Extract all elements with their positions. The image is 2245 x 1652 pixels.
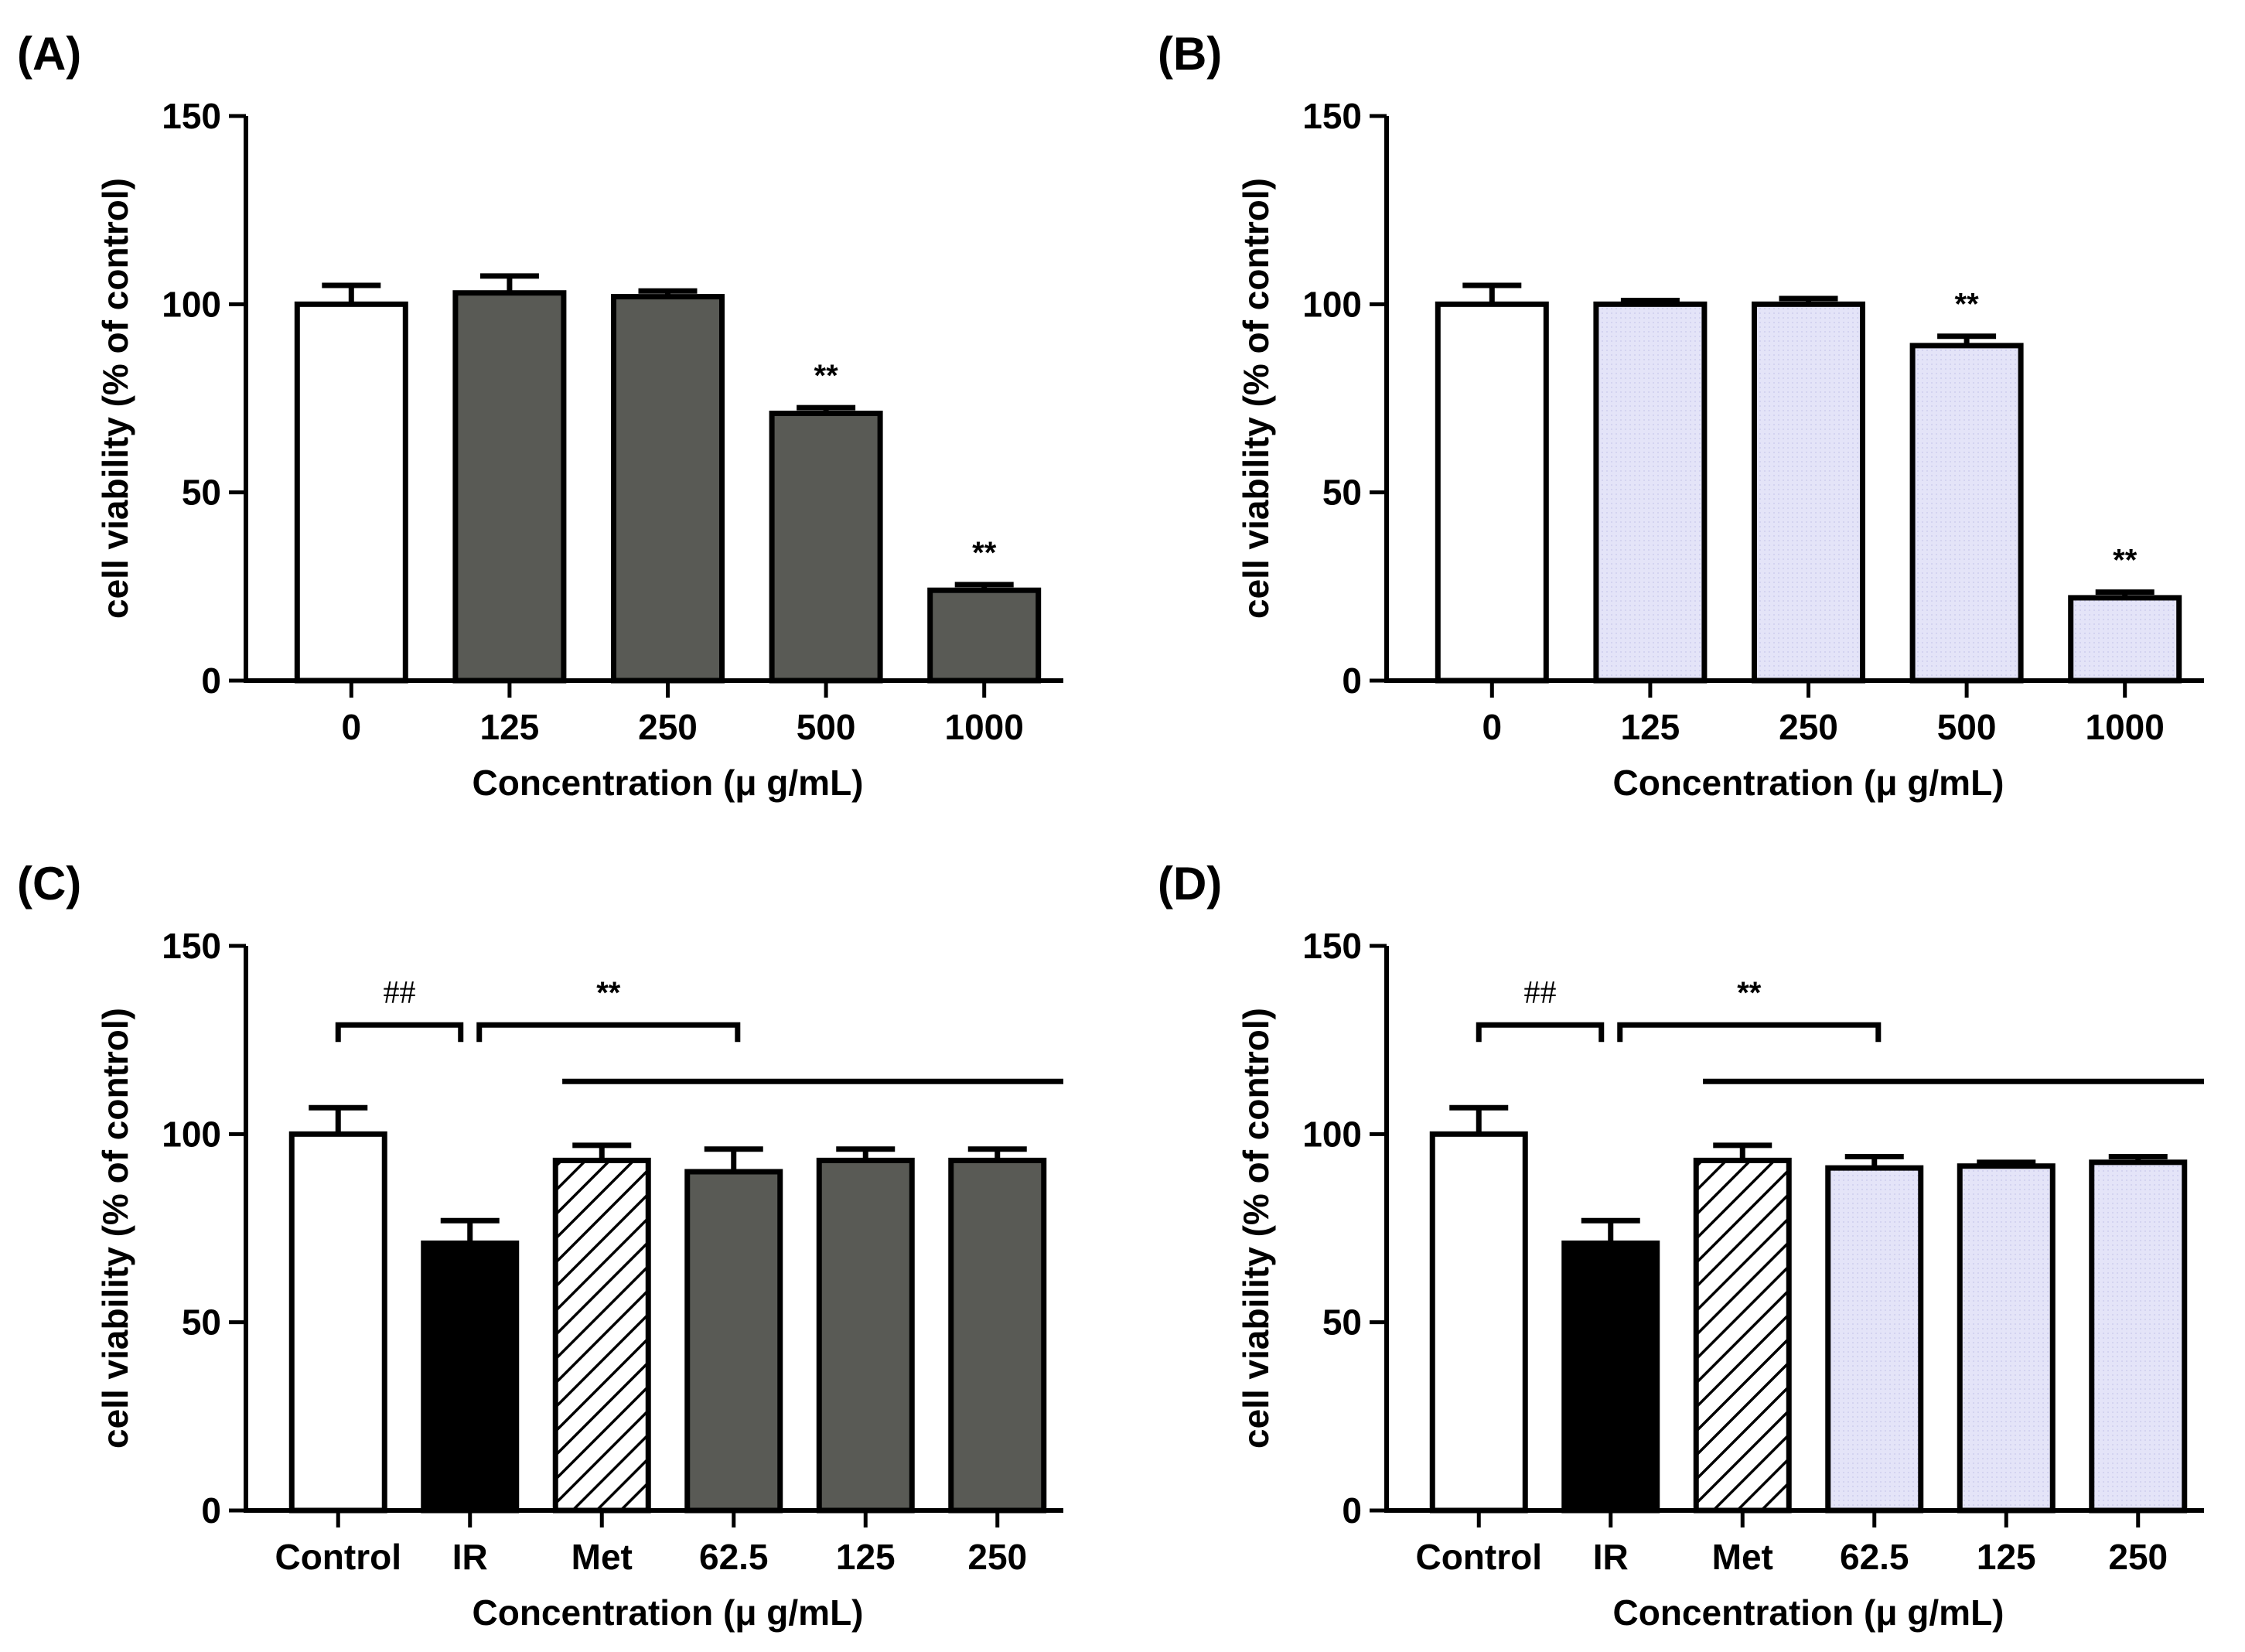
bar-250 [611, 294, 725, 684]
comparison-bracket [1476, 1022, 1605, 1043]
comparison-bracket [1617, 1022, 1882, 1043]
x-tick-label: IR [452, 1537, 488, 1577]
bar-125 [1957, 1163, 2056, 1514]
x-tick-label: 500 [1937, 707, 1997, 747]
panel-c: (C) 0 50 100 150 cell viability (% of control… [17, 858, 1063, 1633]
y-tick-label: 50 [1322, 473, 1362, 513]
bar-250 [2089, 1159, 2188, 1514]
x-axis-label: Concentration (μ g/mL) [473, 763, 864, 803]
x-tick-label: 1000 [945, 707, 1024, 747]
x-tick-label: 62.5 [699, 1537, 769, 1577]
y-axis-label: cell viability (% of control) [1236, 178, 1276, 619]
bar-125 [816, 1157, 915, 1514]
bar-ir [1561, 1240, 1660, 1514]
x-tick-label: 250 [638, 707, 698, 747]
y-tick-label: 0 [201, 660, 221, 701]
bar-125 [1593, 301, 1708, 684]
panel-d: (D) 0 50 100 150 cell viability (% of control… [1158, 858, 2204, 1633]
x-tick-label: 125 [1621, 707, 1680, 747]
y-tick-label: 50 [182, 1302, 221, 1343]
x-tick-label: Control [1415, 1537, 1542, 1577]
y-tick-label: 50 [182, 473, 221, 513]
bracket-label: ** [1737, 976, 1762, 1010]
x-axis-label: Concentration (μ g/mL) [1613, 1592, 2004, 1633]
x-tick-label: Met [571, 1537, 633, 1577]
panel-a: (A) 0 50 100 150 cell viability (% of control… [17, 28, 1063, 803]
y-axis-label: cell viability (% of control) [95, 1008, 135, 1449]
bar-125 [452, 290, 567, 684]
y-tick-label: 100 [1302, 284, 1362, 324]
bar-500 [769, 410, 883, 684]
bar-0 [1435, 301, 1549, 684]
y-tick-label: 0 [1342, 660, 1362, 701]
bar-62-5 [684, 1169, 783, 1514]
y-tick-label: 150 [1302, 96, 1362, 136]
x-tick-label: 125 [1977, 1537, 2036, 1577]
panel-b: (B) 0 50 100 150 cell viability (% of control… [1158, 28, 2204, 803]
bar-1000 [927, 587, 1042, 684]
bar-met [552, 1157, 651, 1514]
y-tick-label: 100 [162, 284, 221, 324]
y-tick-label: 0 [201, 1490, 221, 1531]
panel-label: (C) [17, 858, 81, 910]
bracket-label: ** [596, 976, 621, 1010]
bar-250 [1752, 301, 1865, 684]
y-tick-label: 150 [1302, 926, 1362, 966]
x-tick-label: 1000 [2086, 707, 2165, 747]
y-tick-label: 50 [1322, 1302, 1362, 1343]
bar-met [1693, 1157, 1792, 1514]
x-tick-label: 0 [342, 707, 362, 747]
bar-62-5 [1825, 1165, 1924, 1514]
comparison-bracket [476, 1022, 741, 1043]
panel-label: (A) [17, 28, 81, 80]
y-axis-label: cell viability (% of control) [1236, 1008, 1276, 1449]
x-tick-label: 62.5 [1840, 1537, 1909, 1577]
bar-250 [948, 1157, 1047, 1514]
comparison-bracket [335, 1022, 464, 1043]
x-tick-label: 125 [836, 1537, 896, 1577]
y-tick-label: 150 [162, 96, 221, 136]
panel-label: (B) [1158, 28, 1222, 80]
bar-500 [1909, 343, 2024, 684]
y-tick-label: 150 [162, 926, 221, 966]
significance-marker: ** [2113, 544, 2138, 578]
y-tick-label: 0 [1342, 1490, 1362, 1531]
x-tick-label: 500 [797, 707, 856, 747]
y-tick-label: 100 [162, 1114, 221, 1154]
bar-1000 [2068, 595, 2182, 684]
x-tick-label: 0 [1482, 707, 1503, 747]
x-tick-label: 250 [1779, 707, 1838, 747]
x-tick-label: IR [1593, 1537, 1629, 1577]
significance-marker: ** [972, 536, 997, 570]
x-tick-label: Met [1712, 1537, 1773, 1577]
x-axis-label: Concentration (μ g/mL) [1613, 763, 2004, 803]
x-tick-label: 125 [480, 707, 540, 747]
x-axis-label: Concentration (μ g/mL) [473, 1592, 864, 1633]
y-axis-label: cell viability (% of control) [95, 178, 135, 619]
x-tick-label: 250 [2108, 1537, 2168, 1577]
x-tick-label: Control [275, 1537, 401, 1577]
significance-marker: ** [814, 359, 839, 393]
bar-ir [421, 1240, 520, 1514]
bracket-label: ## [1524, 975, 1557, 1011]
bar-control [288, 1131, 387, 1514]
y-tick-label: 100 [1302, 1114, 1362, 1154]
x-tick-label: 250 [967, 1537, 1027, 1577]
bracket-label: ## [384, 975, 416, 1011]
bar-0 [294, 301, 408, 684]
panel-label: (D) [1158, 858, 1222, 910]
bar-control [1429, 1131, 1528, 1514]
significance-marker: ** [1955, 288, 1980, 322]
